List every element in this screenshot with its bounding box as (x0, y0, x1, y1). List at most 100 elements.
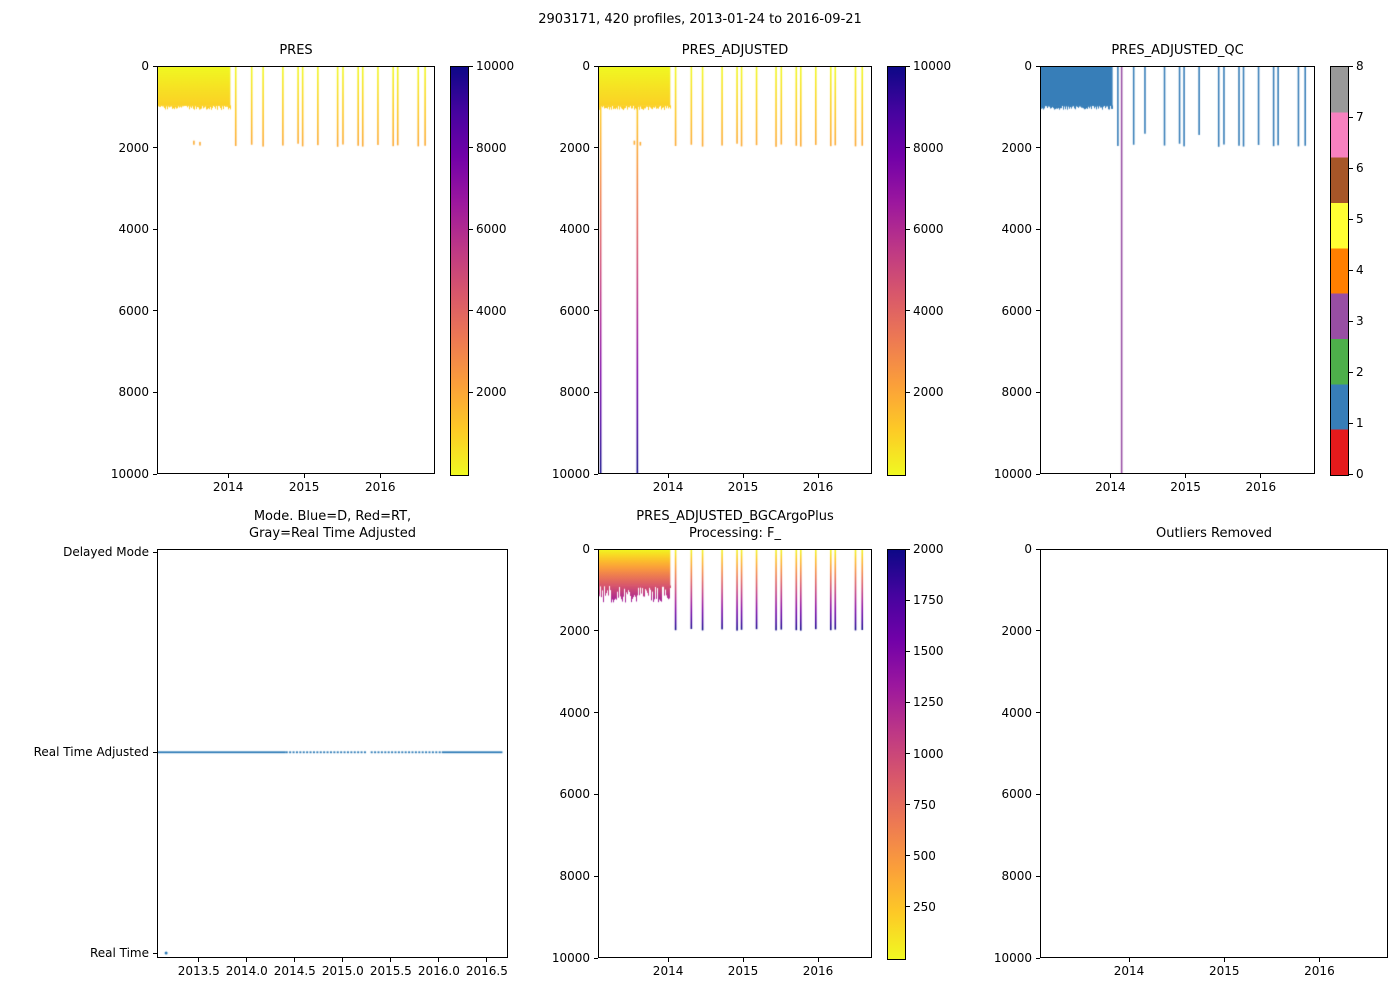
tick-mark (1036, 630, 1040, 632)
tick-mark (1185, 474, 1187, 478)
y-tick-label: 2000 (1001, 623, 1032, 638)
y-tick-label: 2000 (118, 140, 149, 155)
colorbar-tick-label: 6000 (913, 222, 944, 237)
y-tick-label: 10000 (993, 467, 1032, 481)
x-tick-label: 2016 (1245, 480, 1277, 494)
category-label: Real Time (89, 946, 149, 961)
y-tick-label: 8000 (1001, 869, 1032, 884)
y-tick-label: 10000 (993, 951, 1032, 965)
tick-mark (1349, 473, 1353, 475)
tick-mark (742, 474, 744, 478)
y-tick-label: 4000 (1001, 222, 1032, 237)
colorbar-tick-label: 0 (1356, 467, 1364, 481)
tick-mark (1036, 712, 1040, 714)
tick-mark (1318, 958, 1320, 962)
colorbar-tick-label: 2000 (913, 385, 944, 400)
y-tick-label: 6000 (559, 787, 590, 802)
colorbar-tick-label: 6 (1356, 161, 1364, 175)
tick-mark (906, 65, 910, 67)
tick-mark (153, 952, 157, 954)
colorbar-tick-label: 10000 (913, 59, 952, 73)
x-tick-label: 2014 (652, 480, 684, 494)
tick-mark (906, 650, 910, 652)
x-tick-label: 2015 (1170, 480, 1201, 494)
colorbar-tick-label: 8000 (476, 140, 507, 155)
y-tick-label: 6000 (1001, 303, 1032, 318)
tick-mark (906, 804, 910, 806)
y-tick-label: 6000 (118, 303, 149, 318)
tick-mark (906, 906, 910, 908)
tick-mark (594, 147, 598, 149)
tick-mark (1036, 310, 1040, 312)
colorbar-tick-label: 4 (1356, 263, 1364, 277)
subplot-title-outliers: Outliers Removed (1155, 526, 1273, 541)
colorbar-tick-label: 10000 (476, 59, 515, 73)
tick-mark (469, 65, 473, 67)
tick-mark (594, 473, 598, 475)
colorbar-tick-label: 8000 (913, 140, 944, 155)
x-tick-label: 2013.5 (177, 964, 220, 978)
tick-mark (594, 228, 598, 230)
tick-mark (342, 958, 344, 962)
tick-mark (594, 957, 598, 959)
x-tick-label: 2014 (652, 964, 684, 978)
colorbar-pres-adjusted-qc (1330, 66, 1349, 476)
tick-mark (153, 473, 157, 475)
colorbar-pres-adjusted (887, 66, 906, 476)
colorbar-tick-label: 8 (1356, 59, 1364, 73)
tick-mark (1349, 116, 1353, 118)
y-tick-label: 4000 (559, 705, 590, 720)
y-tick-label: 4000 (118, 222, 149, 237)
tick-mark (1349, 65, 1353, 67)
x-tick-label: 2014 (1095, 480, 1126, 494)
tick-mark (906, 548, 910, 550)
y-tick-label: 8000 (118, 385, 149, 400)
y-tick-label: 2000 (559, 623, 590, 638)
plot-canvas-mode (157, 549, 508, 958)
tick-mark (1109, 474, 1111, 478)
tick-mark (906, 391, 910, 393)
tick-mark (379, 474, 381, 478)
colorbar-tick-label: 1250 (913, 695, 944, 710)
tick-mark (153, 147, 157, 149)
tick-mark (906, 147, 910, 149)
colorbar-tick-label: 500 (913, 848, 936, 863)
y-tick-label: 10000 (551, 951, 590, 965)
x-tick-label: 2016 (802, 964, 834, 978)
tick-mark (486, 958, 488, 962)
y-tick-label: 6000 (1001, 787, 1032, 802)
y-tick-label: 4000 (1001, 705, 1032, 720)
tick-mark (469, 147, 473, 149)
category-label: Delayed Mode (63, 545, 149, 560)
tick-mark (1036, 473, 1040, 475)
subplot-title-mode: Mode. Blue=D, Red=RT, Gray=Real Time Adj… (249, 509, 416, 541)
x-tick-label: 2015 (288, 480, 320, 494)
tick-mark (906, 701, 910, 703)
x-tick-label: 2014.5 (273, 964, 316, 978)
subplot-title-pres: PRES (279, 43, 313, 58)
tick-mark (1260, 474, 1262, 478)
y-tick-label: 8000 (559, 385, 590, 400)
colorbar-tick-label: 3 (1356, 314, 1364, 328)
colorbar-tick-label: 6000 (476, 222, 507, 237)
tick-mark (742, 958, 744, 962)
tick-mark (390, 958, 392, 962)
x-tick-label: 2016.5 (465, 964, 508, 978)
x-tick-label: 2015 (727, 480, 759, 494)
tick-mark (1036, 548, 1040, 550)
y-tick-label: 10000 (110, 467, 149, 481)
tick-mark (469, 310, 473, 312)
tick-mark (1036, 793, 1040, 795)
colorbar-tick-label: 4000 (476, 303, 507, 318)
tick-mark (906, 599, 910, 601)
colorbar-tick-label: 1 (1356, 416, 1364, 430)
y-tick-label: 0 (141, 59, 149, 73)
tick-mark (594, 875, 598, 877)
tick-mark (198, 958, 200, 962)
colorbar-tick-label: 1750 (913, 593, 944, 608)
tick-mark (1036, 957, 1040, 959)
colorbar-tick-label: 2000 (476, 385, 507, 400)
x-tick-label: 2015 (727, 964, 759, 978)
x-tick-label: 2015 (1208, 964, 1240, 978)
